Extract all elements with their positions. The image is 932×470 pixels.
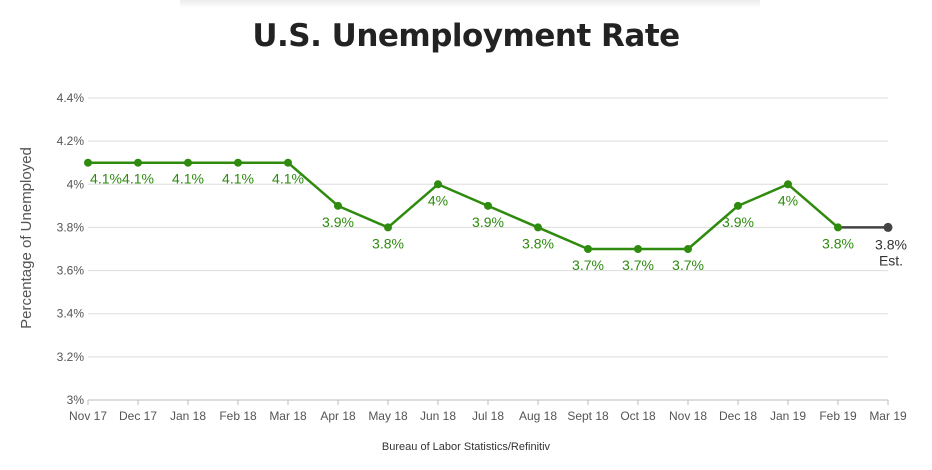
data-points	[84, 158, 893, 253]
series-line	[88, 161, 888, 251]
data-label: 3.9%	[722, 214, 754, 230]
data-label: 4.1%	[122, 171, 154, 187]
x-tick-label: Aug 18	[519, 409, 557, 423]
data-point	[534, 223, 542, 232]
x-tick-label: Mar 18	[269, 409, 307, 423]
data-point	[834, 223, 842, 232]
data-point	[484, 201, 492, 210]
data-point	[684, 245, 692, 253]
x-tick-label: Jun 18	[420, 409, 456, 423]
x-tick-label: Dec 17	[119, 409, 157, 423]
x-tick-label: Sept 18	[567, 409, 609, 423]
chart-title: U.S. Unemployment Rate	[252, 18, 680, 54]
data-label: 4.1%	[272, 171, 304, 187]
y-tick-label: 3.4%	[57, 307, 85, 321]
x-tick-label: Oct 18	[620, 409, 656, 423]
data-point	[734, 201, 742, 210]
data-label: 3.7%	[622, 257, 654, 273]
y-tick-label: 3%	[67, 393, 85, 407]
x-tick-label: May 18	[368, 409, 408, 423]
data-label: 4%	[428, 192, 448, 208]
y-tick-label: 3.6%	[57, 264, 85, 278]
data-point	[84, 158, 92, 167]
data-point	[784, 180, 792, 189]
data-label: 3.8%	[372, 235, 404, 251]
y-tick-label: 3.2%	[57, 350, 85, 364]
y-tick-label: 4%	[67, 177, 85, 191]
x-tick-label: Feb 19	[819, 409, 857, 423]
y-axis-label: Percentage of Unemployed	[18, 147, 35, 329]
data-point	[584, 245, 592, 253]
header-shadow	[180, 0, 760, 8]
data-point	[634, 245, 642, 253]
data-label: 4.1%	[222, 171, 254, 187]
x-tick-label: Jul 18	[472, 409, 504, 423]
y-tick-label: 4.4%	[57, 91, 85, 105]
x-tick-label: Apr 18	[320, 409, 356, 423]
data-label: 4.1%	[172, 171, 204, 187]
x-axis-ticks: Nov 17 Dec 17 Jan 18 Feb 18 Mar 18 Apr 18 May …	[69, 400, 907, 423]
data-point	[434, 180, 442, 189]
data-point-estimate	[883, 222, 893, 232]
data-label: 3.8%	[522, 235, 554, 251]
data-point	[384, 223, 392, 232]
source-note: Bureau of Labor Statistics/Refinitiv	[381, 441, 551, 453]
x-tick-label: Jan 18	[170, 409, 206, 423]
data-point	[234, 158, 242, 167]
x-tick-label: Dec 18	[719, 409, 757, 423]
data-label: 4%	[778, 192, 798, 208]
data-point	[184, 158, 192, 167]
x-tick-label: Mar 19	[869, 409, 907, 423]
data-label: 4.1%	[90, 171, 122, 187]
grid-lines	[88, 97, 888, 401]
y-tick-label: 3.8%	[57, 220, 85, 234]
x-tick-label: Jan 19	[770, 409, 806, 423]
data-point	[134, 158, 142, 167]
data-label: 3.7%	[672, 257, 704, 273]
y-tick-label: 4.2%	[57, 134, 85, 148]
y-axis-ticks: 3% 3.2% 3.4% 3.6% 3.8% 4% 4.2% 4.4%	[57, 91, 85, 407]
data-label: 3.8%	[822, 235, 854, 251]
data-label: 3.7%	[572, 257, 604, 273]
data-label-estimate: 3.8%	[875, 236, 907, 252]
data-label: 3.9%	[322, 214, 354, 230]
data-label: 3.9%	[472, 214, 504, 230]
x-tick-label: Feb 18	[219, 409, 257, 423]
series-line-actual	[88, 161, 839, 251]
data-point	[284, 158, 292, 167]
x-tick-label: Nov 17	[69, 409, 107, 423]
data-labels: 4.1% 4.1% 4.1% 4.1% 4.1%3.9%3.8%4%3.9%3.8%3.…	[90, 171, 907, 273]
x-tick-label: Nov 18	[669, 409, 707, 423]
data-point	[334, 201, 342, 210]
estimate-note: Est.	[879, 252, 903, 268]
